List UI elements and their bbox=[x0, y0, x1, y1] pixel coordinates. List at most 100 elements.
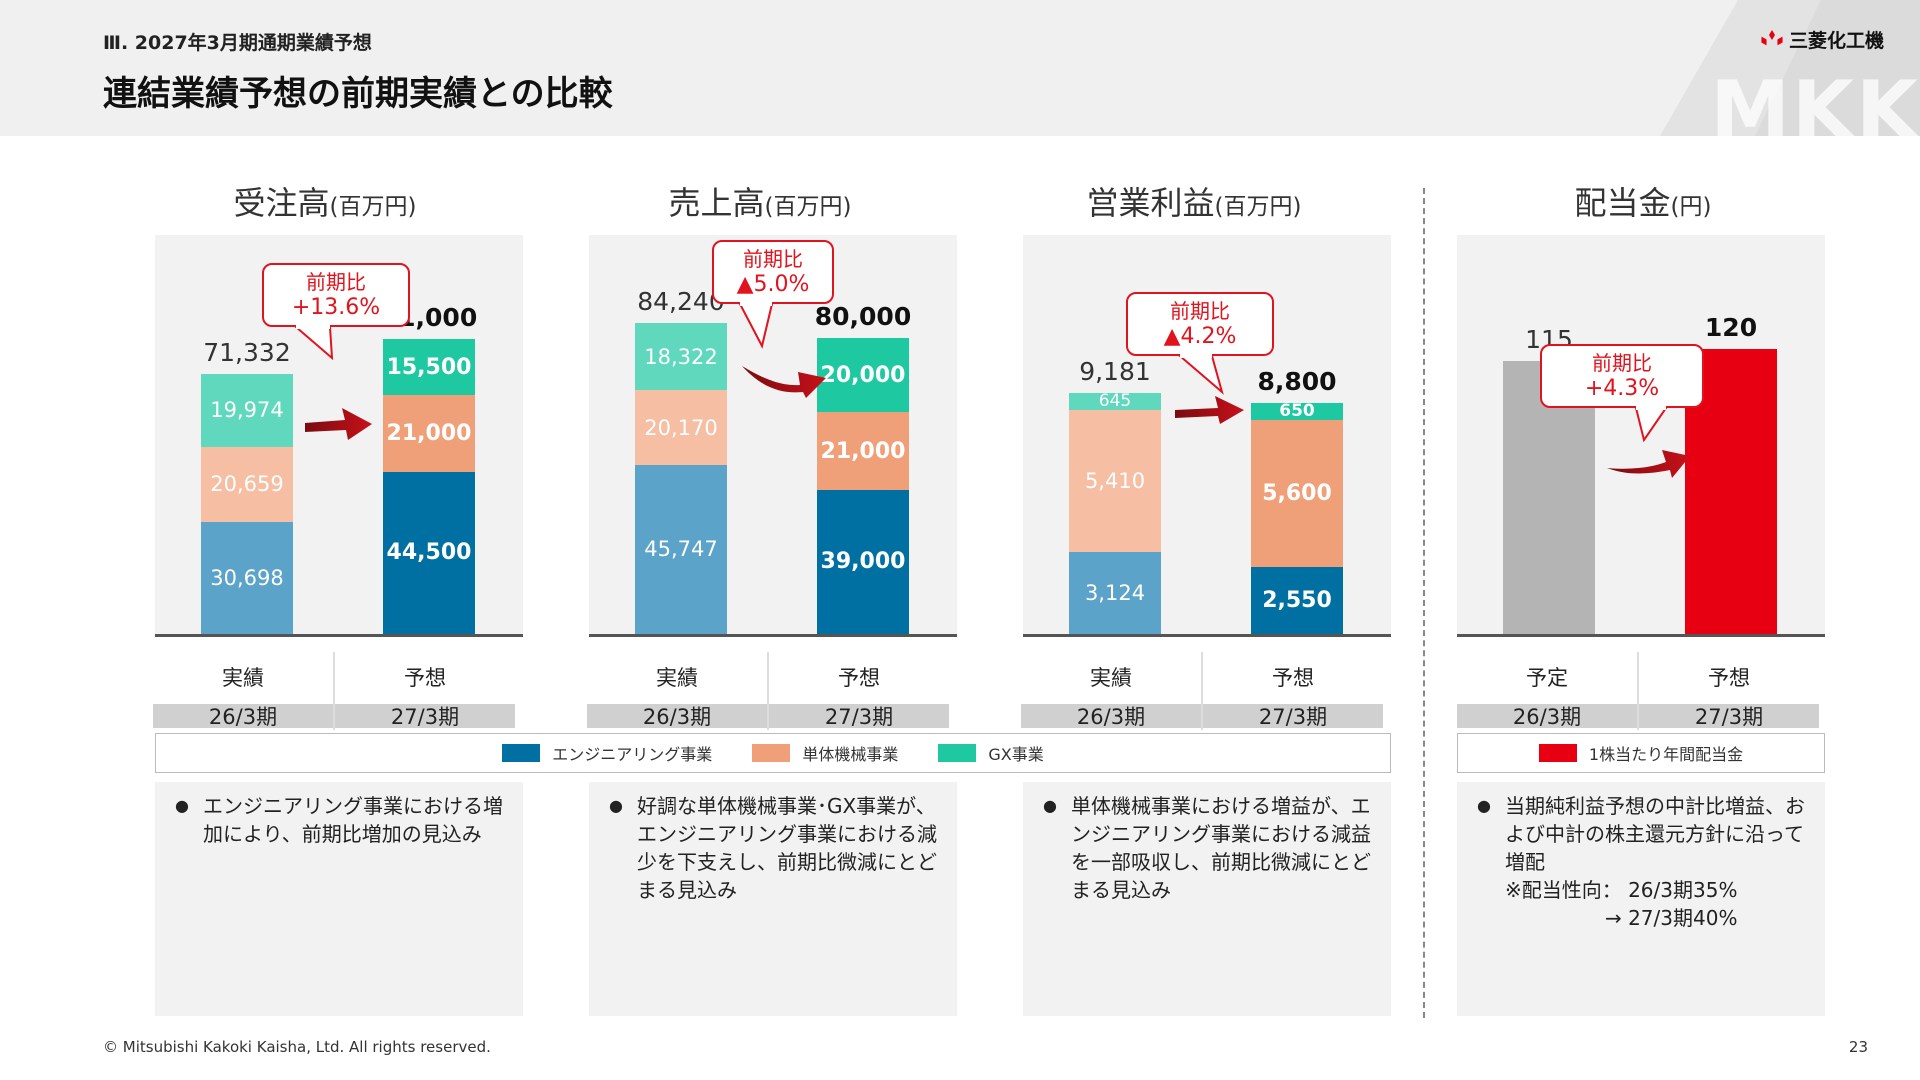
bar-segment: 18,322 bbox=[635, 322, 727, 391]
header-band: MKK Ⅲ. 2027年3月期通期業績予想 連結業績予想の前期実績との比較 三菱… bbox=[0, 0, 1920, 136]
comment-item: ● 当期純利益予想の中計比増益、および中計の株主還元方針に沿って増配 ※配当性向… bbox=[1477, 792, 1807, 932]
comment-text: エンジニアリング事業における増加により、前期比増加の見込み bbox=[202, 794, 503, 846]
bar-total-label: 71,332 bbox=[203, 338, 291, 368]
bar-segment: 21,000 bbox=[817, 412, 909, 490]
period-table-sales: 実績 予想 26/3期 27/3期 bbox=[587, 652, 949, 730]
callout-line1: 前期比 bbox=[306, 270, 366, 294]
table-divider bbox=[1637, 652, 1639, 730]
table-divider bbox=[333, 652, 335, 730]
label-forecast: 予想 bbox=[838, 666, 880, 690]
bar-total-label: 8,800 bbox=[1257, 367, 1337, 397]
comment-item: ● 単体機械事業における増益が、エンジニアリング事業における減益を一部吸収し、前期… bbox=[1043, 792, 1373, 904]
period-label: 27/3期 bbox=[1639, 704, 1819, 729]
bar-segment: 21,000 bbox=[383, 395, 475, 472]
panel-title-dividend: 配当金(円) bbox=[1458, 178, 1828, 224]
arrow-right-icon bbox=[742, 366, 826, 398]
period-label: 27/3期 bbox=[769, 704, 949, 729]
legend-label: 単体機械事業 bbox=[802, 745, 899, 764]
bar-segment: 30,698 bbox=[201, 522, 293, 634]
bar-segment: 20,000 bbox=[817, 338, 909, 413]
callout-line1: 前期比 bbox=[743, 247, 803, 271]
callout-operating-profit: 前期比 ▲4.2% bbox=[1126, 292, 1274, 356]
legend-label: エンジニアリング事業 bbox=[552, 745, 713, 764]
callout-line2: +13.6% bbox=[291, 295, 381, 320]
comment-item: ● エンジニアリング事業における増加により、前期比増加の見込み bbox=[175, 792, 505, 848]
bar-segment: 45,747 bbox=[635, 464, 727, 634]
panel-unit: (百万円) bbox=[329, 194, 417, 220]
bar-segment: 2,550 bbox=[1251, 567, 1343, 634]
comment-text: 単体機械事業における増益が、エンジニアリング事業における減益を一部吸収し、前期比… bbox=[1070, 794, 1371, 902]
chart-baseline bbox=[1457, 634, 1825, 637]
bar-segment: 5,410 bbox=[1069, 410, 1161, 553]
bullet-icon: ● bbox=[1043, 796, 1057, 815]
bar-total-label: 120 bbox=[1704, 313, 1758, 343]
label-forecast: 予想 bbox=[404, 666, 446, 690]
arrow-right-icon bbox=[1175, 396, 1244, 424]
comment-box-operating-profit: ● 単体機械事業における増益が、エンジニアリング事業における減益を一部吸収し、前期… bbox=[1023, 782, 1391, 1016]
orders-chart: 30,698 20,659 19,974 71,332 44,500 21,000 15,5… bbox=[155, 235, 523, 637]
panel-unit: (百万円) bbox=[764, 194, 852, 220]
bar-segment: 3,124 bbox=[1069, 552, 1161, 634]
bar-segment: 650 bbox=[1251, 403, 1343, 421]
callout-line1: 前期比 bbox=[1170, 299, 1230, 323]
callout-sales: 前期比 ▲5.0% bbox=[712, 240, 834, 304]
panel-title-text: 受注高 bbox=[233, 184, 330, 222]
bar-total-label: 9,181 bbox=[1079, 357, 1151, 387]
panel-title-text: 売上高 bbox=[668, 184, 765, 222]
callout-line2: +4.3% bbox=[1584, 376, 1660, 401]
comment-box-sales: ● 好調な単体機械事業･GX事業が、エンジニアリング事業における減少を下支えし、前… bbox=[589, 782, 957, 1016]
callout-dividend: 前期比 +4.3% bbox=[1540, 344, 1704, 408]
period-label: 27/3期 bbox=[1203, 704, 1383, 729]
table-divider bbox=[767, 652, 769, 730]
arrow-right-icon bbox=[305, 408, 372, 440]
callout-line1: 前期比 bbox=[1592, 351, 1652, 375]
bar-segment: 5,600 bbox=[1251, 420, 1343, 568]
legend-item-single-machinery: 単体機械事業 bbox=[752, 741, 898, 765]
label-actual: 実績 bbox=[1090, 666, 1132, 690]
callout-orders: 前期比 +13.6% bbox=[262, 263, 410, 327]
bar-segment: 44,500 bbox=[383, 471, 475, 634]
sales-chart: 45,747 20,170 18,322 84,240 39,000 21,000 20,0… bbox=[589, 235, 957, 637]
comment-box-dividend: ● 当期純利益予想の中計比増益、および中計の株主還元方針に沿って増配 ※配当性向… bbox=[1457, 782, 1825, 1016]
bar-segment: 15,500 bbox=[383, 338, 475, 396]
comment-item: ● 好調な単体機械事業･GX事業が、エンジニアリング事業における減少を下支えし、前… bbox=[609, 792, 939, 904]
bar-segment: 645 bbox=[1069, 393, 1161, 411]
label-actual: 実績 bbox=[222, 666, 264, 690]
comment-text: 好調な単体機械事業･GX事業が、エンジニアリング事業における減少を下支えし、前期… bbox=[636, 794, 937, 902]
legend-item-dividend: 1株当たり年間配当金 bbox=[1538, 741, 1744, 765]
panel-title-operating-profit: 営業利益(百万円) bbox=[1009, 178, 1379, 224]
label-plan: 予定 bbox=[1526, 666, 1568, 690]
bar-segment: 20,659 bbox=[201, 446, 293, 523]
dashed-divider bbox=[1423, 188, 1425, 1018]
chart-baseline bbox=[155, 634, 523, 637]
bullet-icon: ● bbox=[175, 796, 189, 815]
period-label: 26/3期 bbox=[587, 704, 767, 729]
bar-segment: 39,000 bbox=[817, 489, 909, 634]
period-table-operating-profit: 実績 予想 26/3期 27/3期 bbox=[1021, 652, 1383, 730]
label-actual: 実績 bbox=[656, 666, 698, 690]
comment-box-orders: ● エンジニアリング事業における増加により、前期比増加の見込み bbox=[155, 782, 523, 1016]
dividend-legend: 1株当たり年間配当金 bbox=[1457, 733, 1825, 773]
bullet-icon: ● bbox=[1477, 796, 1491, 815]
chart-baseline bbox=[1023, 634, 1391, 637]
period-label: 26/3期 bbox=[1457, 704, 1637, 729]
bar-segment: 20,170 bbox=[635, 390, 727, 465]
legend-item-gx: GX事業 bbox=[938, 741, 1044, 765]
period-label: 26/3期 bbox=[153, 704, 333, 729]
bullet-icon: ● bbox=[609, 796, 623, 815]
payout-note-2: → 27/3期40% bbox=[1604, 906, 1738, 930]
callout-line2: ▲4.2% bbox=[1163, 324, 1237, 349]
legend-swatch bbox=[938, 744, 977, 762]
period-label: 27/3期 bbox=[335, 704, 515, 729]
legend-label: 1株当たり年間配当金 bbox=[1588, 745, 1744, 764]
page-title: 連結業績予想の前期実績との比較 bbox=[103, 74, 613, 114]
label-forecast: 予想 bbox=[1272, 666, 1314, 690]
bar-segment: 19,974 bbox=[201, 374, 293, 447]
legend-swatch bbox=[502, 744, 541, 762]
mkk-watermark: MKK bbox=[1710, 64, 1920, 136]
label-forecast: 予想 bbox=[1708, 666, 1750, 690]
legend-swatch bbox=[752, 744, 791, 762]
panel-unit: (円) bbox=[1670, 194, 1712, 220]
